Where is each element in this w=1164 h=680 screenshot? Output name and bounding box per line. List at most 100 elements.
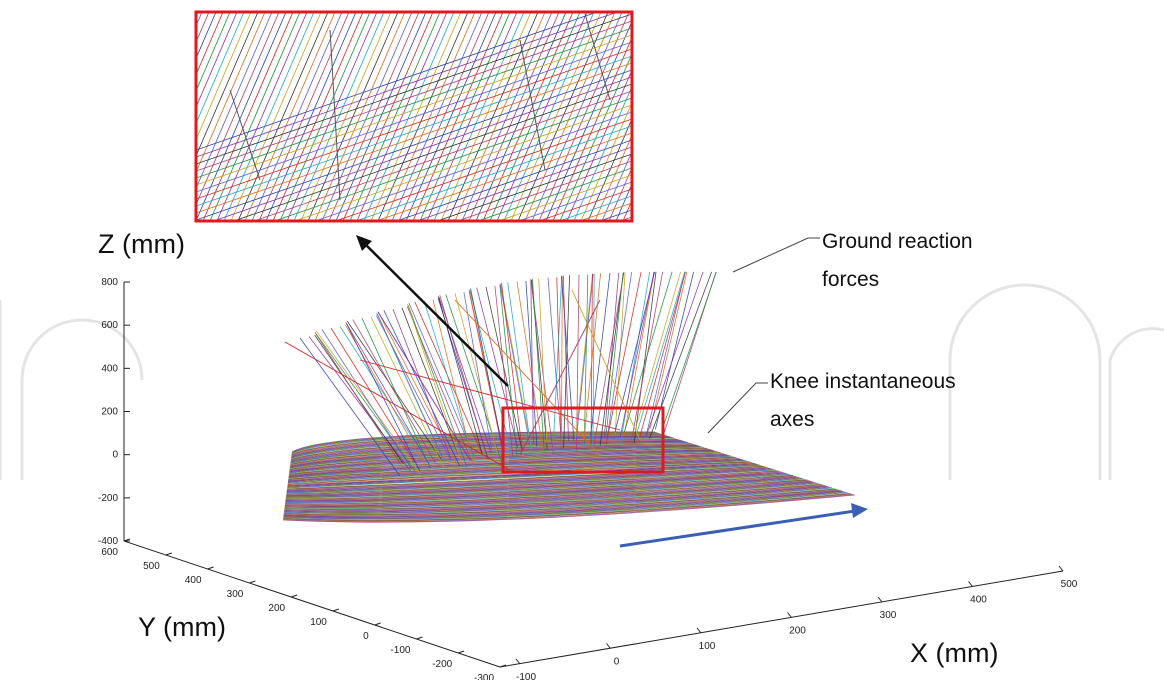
inset-line: [395, 139, 632, 221]
knee-axis-line: [289, 451, 717, 474]
knee-axis-line: [290, 442, 692, 465]
x-tick-label: 400: [970, 595, 987, 606]
grf-line: [383, 310, 460, 466]
inset-line: [42, 12, 132, 221]
x-tick-label: 500: [1061, 579, 1078, 590]
inset-line: [307, 12, 399, 221]
grf-line: [624, 271, 673, 432]
y-tick-mark: [416, 636, 423, 640]
y-tick-mark: [123, 538, 131, 542]
inset-line: [578, 202, 632, 221]
grf-line: [485, 286, 523, 451]
knee-axis-line: [284, 484, 822, 510]
inset-line: [216, 12, 308, 221]
grf-line: [606, 272, 632, 439]
knee-axis-line: [283, 494, 854, 522]
inset-line: [56, 12, 146, 221]
zoom-arrow-head: [356, 235, 372, 251]
knee-axis-line: [283, 491, 847, 520]
watermark: [0, 283, 1164, 480]
knee-axis-line: [284, 486, 828, 512]
knee-axis-line: [287, 460, 748, 484]
inset-line: [63, 12, 153, 221]
x-tick-mark: [968, 581, 973, 587]
knee-axis-line: [284, 485, 827, 512]
knee-axis-line: [290, 441, 686, 463]
inset-line: [232, 83, 632, 221]
y-tick-mark: [249, 580, 256, 584]
z-axis-ticks: 800 600 400 200 0 -200 -400: [98, 277, 130, 547]
knee-instantaneous-axes-lines: [282, 431, 856, 523]
y-tick-mark: [374, 622, 381, 626]
watermark-stroke: [20, 318, 144, 480]
inset-line: [196, 12, 203, 27]
inset-line: [517, 181, 632, 221]
inset-line: [537, 188, 632, 221]
y-tick-label: 200: [268, 603, 285, 614]
inset-line: [196, 12, 599, 151]
knee-axis-line: [288, 457, 739, 481]
inset-line: [629, 215, 632, 221]
grf-line: [345, 322, 430, 465]
knee-axis-line: [287, 465, 763, 490]
grf-line: [649, 271, 688, 429]
inset-line: [0, 12, 62, 221]
grf-line: [501, 282, 523, 451]
x-axis-line: [499, 570, 1064, 668]
inset-line: [384, 12, 476, 221]
y-axis-title: Y (mm): [138, 612, 226, 642]
inset-line: [0, 12, 27, 221]
grf-line: [645, 271, 704, 437]
inset-line: [566, 69, 632, 221]
knee-axis-line: [286, 472, 786, 497]
x-tick-label: -100: [516, 672, 536, 680]
knee-axis-line: [288, 452, 723, 476]
knee-axis-line: [286, 468, 772, 492]
grf-line: [423, 300, 475, 461]
inset-line: [21, 12, 111, 221]
inset-line: [196, 12, 245, 125]
inset-line: [196, 48, 632, 200]
knee-axis-line: [288, 452, 722, 475]
inset-line: [672, 12, 762, 221]
inset-line: [426, 12, 518, 221]
knee-axis-line: [283, 492, 850, 521]
grf-line: [649, 271, 712, 439]
knee-axis-line: [284, 485, 825, 511]
grf-line: [538, 278, 548, 444]
x-tick-mark: [606, 643, 611, 649]
inset-line: [587, 117, 632, 221]
grf-line: [494, 285, 514, 458]
grf-line: [476, 287, 519, 448]
inset-line: [608, 166, 632, 221]
inset-line: [229, 89, 261, 181]
inset-line: [644, 12, 734, 221]
knee-axis-line: [290, 438, 677, 460]
inset-line: [196, 12, 231, 92]
inset-line: [314, 12, 406, 221]
x-tick-mark: [877, 596, 883, 603]
inset-line: [436, 153, 632, 221]
grf-line: [359, 359, 621, 431]
grf-line: [556, 277, 562, 449]
grf-line: [552, 276, 563, 453]
grf-line: [634, 271, 681, 431]
zoom-inset: [0, 10, 762, 223]
y-tick-label: 600: [101, 547, 118, 558]
knee-axis-line: [284, 480, 811, 506]
grf-line: [525, 280, 538, 447]
y-tick-mark: [165, 552, 172, 556]
knee-axis-line: [288, 454, 727, 477]
inset-line: [286, 12, 378, 221]
inset-line: [0, 12, 55, 221]
z-tick-label: 0: [112, 450, 118, 461]
knee-axis-line: [286, 470, 778, 494]
knee-axis-line: [285, 475, 795, 500]
x-tick-mark: [696, 627, 702, 634]
grf-line: [407, 303, 462, 463]
grf-line: [620, 271, 651, 443]
grf-line: [468, 291, 504, 452]
inset-line: [293, 12, 385, 221]
grf-line: [638, 271, 686, 441]
